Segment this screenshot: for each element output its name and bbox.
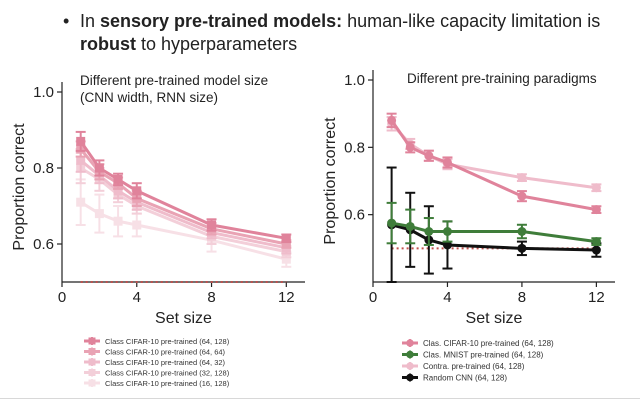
data-point (517, 243, 527, 253)
chart-model-size: Different pre-trained model size (CNN wid… (11, 73, 305, 388)
data-point (442, 157, 452, 167)
data-point (517, 227, 527, 236)
legend-entry: Clas. MNIST pre-trained (64, 128) (402, 350, 544, 359)
data-point (113, 216, 123, 226)
data-point (442, 240, 452, 250)
legend-label: Class CIFAR-10 pre-trained (64, 128) (105, 337, 230, 346)
chart-pretraining-paradigms: Different pre-training paradigms 0.6 0.8 1.… (322, 70, 615, 382)
legend-marker (406, 339, 414, 347)
y-axis-label: Proportion correct (11, 123, 28, 251)
x-axis-label: Set size (155, 310, 212, 327)
x-tick-label: 8 (207, 289, 215, 306)
legend-label: Class CIFAR-10 pre-trained (32, 128) (105, 368, 230, 377)
legend-entry: Class CIFAR-10 pre-trained (64, 32) (84, 358, 226, 367)
divider (0, 398, 640, 399)
data-point (424, 227, 434, 236)
legend-label: Clas. CIFAR-10 pre-trained (64, 128) (423, 339, 554, 348)
x-tick-label: 0 (369, 289, 377, 306)
chart-title: Different pre-trained model size (80, 73, 268, 88)
data-point (113, 186, 123, 196)
legend-marker (88, 379, 96, 387)
data-point (387, 218, 397, 228)
y-tick-label: 0.6 (33, 236, 54, 253)
legend-marker (88, 337, 96, 345)
legend-label: Clas. MNIST pre-trained (64, 128) (423, 350, 544, 359)
chart-title: (CNN width, RNN size) (80, 90, 218, 105)
data-point (281, 254, 291, 264)
data-point (591, 237, 601, 247)
y-axis-label: Proportion correct (322, 117, 339, 245)
data-point (281, 233, 291, 243)
series (386, 116, 602, 193)
legend-marker (406, 350, 414, 359)
data-point (113, 174, 123, 184)
x-tick-label: 12 (588, 289, 605, 306)
legend-entry: Class CIFAR-10 pre-trained (64, 128) (84, 337, 230, 346)
data-point (442, 227, 452, 236)
data-point (76, 197, 86, 207)
data-point (591, 205, 601, 215)
legend-marker (88, 348, 96, 355)
series (75, 178, 292, 268)
x-tick-label: 12 (278, 289, 295, 306)
legend-marker (406, 373, 414, 382)
bullet-part-bold: sensory pre-trained models: (100, 11, 343, 31)
bullet-marker: • (63, 11, 70, 31)
legend-entry: Contra. pre-trained (64, 128) (402, 362, 525, 371)
x-tick-label: 8 (518, 289, 526, 306)
y-tick-label: 1.0 (344, 72, 365, 89)
x-axis-label: Set size (466, 310, 523, 327)
legend-label: Contra. pre-trained (64, 128) (423, 362, 525, 371)
data-point (591, 245, 601, 255)
y-tick-label: 0.8 (344, 139, 365, 156)
bullet-part: In (80, 11, 101, 31)
data-point (517, 173, 527, 183)
chart-title: Different pre-training paradigms (407, 71, 597, 86)
x-tick-label: 4 (443, 289, 451, 306)
data-point (94, 163, 104, 173)
series (386, 112, 602, 215)
legend-entry: Class CIFAR-10 pre-trained (64, 64) (84, 347, 226, 356)
bullet-part-bold: robust (80, 34, 136, 54)
data-point (405, 221, 415, 231)
data-point (132, 220, 142, 230)
data-point (424, 151, 434, 161)
legend-label: Class CIFAR-10 pre-trained (16, 128) (105, 379, 230, 388)
y-tick-label: 1.0 (33, 84, 54, 101)
bullet-part: to hyperparameters (136, 34, 298, 54)
data-point (405, 142, 415, 152)
series (386, 201, 602, 247)
data-point (207, 220, 217, 230)
legend-label: Class CIFAR-10 pre-trained (64, 32) (105, 358, 226, 367)
data-point (387, 115, 397, 125)
legend-entry: Class CIFAR-10 pre-trained (16, 128) (84, 379, 230, 388)
data-point (94, 209, 104, 219)
bullet-part: human-like capacity limitation is (342, 11, 601, 31)
data-point (132, 186, 142, 196)
bullet-text: • In sensory pre-trained models: human-l… (63, 10, 620, 56)
data-point (76, 155, 86, 165)
x-tick-label: 0 (58, 289, 66, 306)
y-tick-label: 0.6 (344, 207, 365, 224)
data-point (591, 183, 601, 193)
legend-label: Random CNN (64, 128) (423, 373, 507, 382)
y-tick-label: 0.8 (33, 160, 54, 177)
data-point (517, 191, 527, 201)
series-line (390, 119, 597, 212)
series-line (390, 122, 597, 190)
legend-marker (88, 369, 96, 376)
legend-label: Class CIFAR-10 pre-trained (64, 64) (105, 347, 226, 356)
data-point (76, 136, 86, 146)
legend-entry: Clas. CIFAR-10 pre-trained (64, 128) (402, 339, 554, 348)
legend-marker (406, 362, 414, 370)
legend-entry: Random CNN (64, 128) (402, 373, 507, 382)
data-point (281, 239, 291, 249)
x-tick-label: 4 (133, 289, 141, 306)
series (75, 130, 292, 244)
legend-entry: Class CIFAR-10 pre-trained (32, 128) (84, 368, 230, 377)
legend-marker (88, 358, 96, 366)
series-line (79, 148, 287, 246)
series-line (391, 221, 597, 244)
